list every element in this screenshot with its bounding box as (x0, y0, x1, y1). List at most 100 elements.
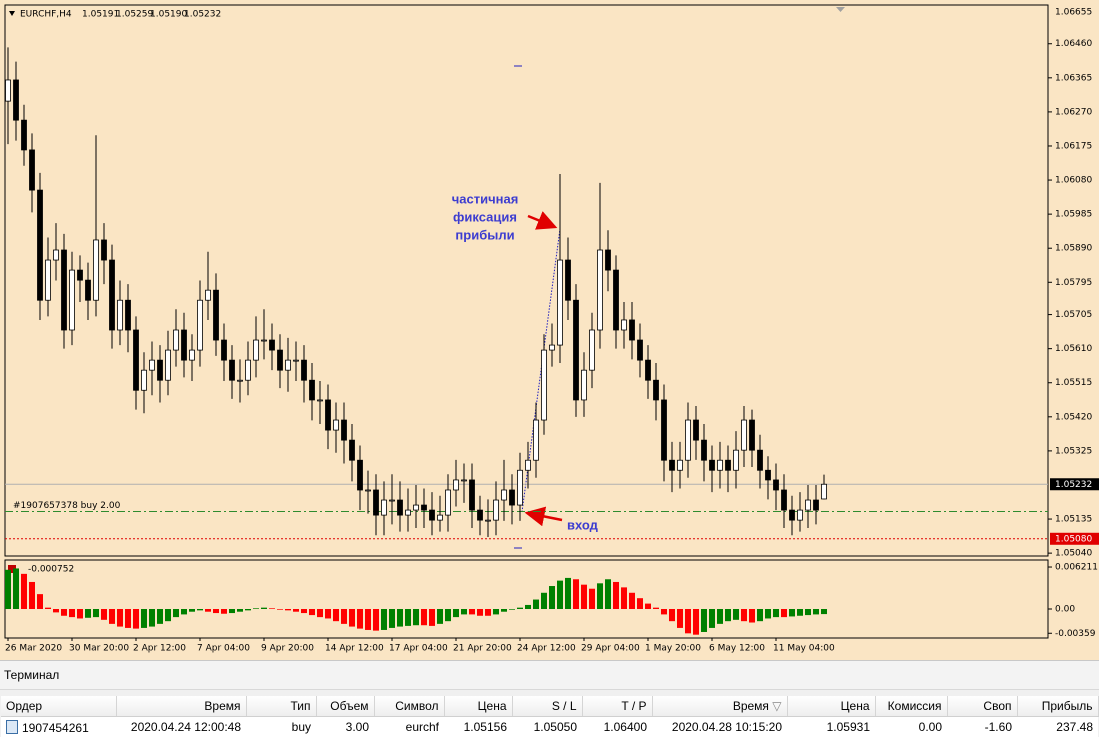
indicator-bar (549, 586, 555, 610)
candle-body (461, 479, 467, 482)
candle-body (693, 419, 699, 441)
column-header[interactable]: Своп (947, 696, 1018, 717)
indicator-bar (125, 609, 131, 628)
candle-body (261, 339, 267, 342)
indicator-bar (245, 609, 251, 611)
indicator-bar (765, 609, 771, 619)
y-tick-label: 1.05610 (1055, 344, 1092, 354)
indicator-bar (365, 609, 371, 630)
indicator-bar (69, 609, 75, 618)
header: EURCHF,H4 1.05191 1.05259 1.05190 1.0523… (9, 10, 221, 20)
column-header[interactable]: Прибыль (1017, 696, 1099, 717)
candle-body (613, 269, 619, 331)
candle-body (37, 189, 43, 301)
indicator-bar (101, 609, 107, 620)
candle-body (365, 489, 371, 492)
candle-body (165, 349, 171, 381)
candle-body (373, 489, 379, 516)
indicator-bar (165, 609, 171, 622)
current-price-label: 1.05232 (1055, 480, 1092, 490)
indicator-bar (405, 609, 411, 626)
indicator-bar (133, 609, 139, 629)
indicator-bar (341, 609, 347, 624)
annotation-partial: частичная фиксация прибыли (452, 191, 519, 242)
current-price-box (1050, 478, 1099, 491)
indicator-bar (805, 609, 811, 616)
column-header[interactable]: Объем (316, 696, 375, 717)
indicator-bar (37, 594, 43, 610)
candle-body (29, 149, 35, 191)
candle-body (317, 399, 323, 402)
candle-body (125, 299, 131, 331)
main-pane (4, 4, 1049, 557)
indicator-bar (477, 609, 483, 616)
candle-body (765, 469, 771, 481)
indicator-bar (517, 607, 523, 610)
candle-body (117, 299, 123, 331)
candle-body (245, 359, 251, 381)
y-tick-label: 1.06270 (1055, 107, 1092, 117)
candle-body (525, 459, 531, 471)
candle-body (341, 419, 347, 441)
indicator-bar (61, 609, 67, 616)
candle-body (701, 439, 707, 461)
candle-body (725, 459, 731, 471)
candle-body (573, 299, 579, 401)
indicator-bar (429, 609, 435, 626)
candle-body (101, 239, 107, 261)
indicator-bar (213, 609, 219, 614)
column-header[interactable]: T / P (582, 696, 653, 717)
candle-body (61, 249, 67, 331)
indicator-bar (309, 609, 315, 616)
indicator-bar (533, 599, 539, 610)
order-row[interactable]: 1907454261 2020.04.24 12:00:48 buy 3.00 eurc… (1, 716, 1098, 737)
column-header[interactable]: Время (116, 696, 247, 717)
indicator-bar (237, 609, 243, 612)
indicator-bar (13, 568, 19, 610)
indicator-bar (653, 607, 659, 610)
column-header[interactable]: Ордер (1, 696, 117, 717)
order-label: #1907657378 buy 2.00 (13, 501, 121, 511)
candle-body (621, 319, 627, 331)
column-header[interactable]: Цена (444, 696, 513, 717)
candle-body (453, 479, 459, 491)
cell: 3.00 (316, 716, 374, 737)
indicator-bar (381, 609, 387, 630)
cell: 2020.04.28 10:15:20 (652, 716, 787, 737)
indicator-bar (173, 609, 179, 618)
indicator-bar (445, 609, 451, 622)
terminal: Терминал Ордер Время Тип Объем Символ Цена S /… (0, 660, 1099, 737)
column-header[interactable]: Тип (246, 696, 317, 717)
candle-body (501, 489, 507, 501)
column-header[interactable]: Символ (374, 696, 445, 717)
x-tick-label: 1 May 20:00 (645, 644, 701, 654)
candle-body (677, 459, 683, 471)
stop-label: 1.05080 (1055, 534, 1092, 544)
candle-body (77, 269, 83, 281)
indicator-bar (325, 609, 331, 619)
cell: eurchf (374, 716, 444, 737)
candle-body (413, 504, 419, 511)
indicator-bar (93, 609, 99, 618)
candle-body (757, 449, 763, 471)
indicator-bar (109, 609, 115, 624)
column-header[interactable]: Время ▽ (652, 696, 788, 717)
column-header[interactable]: Цена (787, 696, 876, 717)
candle-body (205, 289, 211, 301)
indicator-bar (141, 609, 147, 628)
candle-body (213, 289, 219, 341)
column-header[interactable]: S / L (512, 696, 583, 717)
annotation-line: прибыли (455, 227, 514, 242)
cell: -1.60 (947, 716, 1017, 737)
column-header[interactable]: Комиссия (875, 696, 948, 717)
indicator-bar (717, 609, 723, 624)
candle-body (93, 239, 99, 301)
candle-body (21, 119, 27, 151)
indicator-bar (301, 609, 307, 614)
y-tick-label: 1.05135 (1055, 515, 1092, 525)
table-body: 1907454261 2020.04.24 12:00:48 buy 3.00 eurc… (1, 716, 1098, 737)
arrow (527, 211, 558, 230)
candle-body (733, 449, 739, 471)
